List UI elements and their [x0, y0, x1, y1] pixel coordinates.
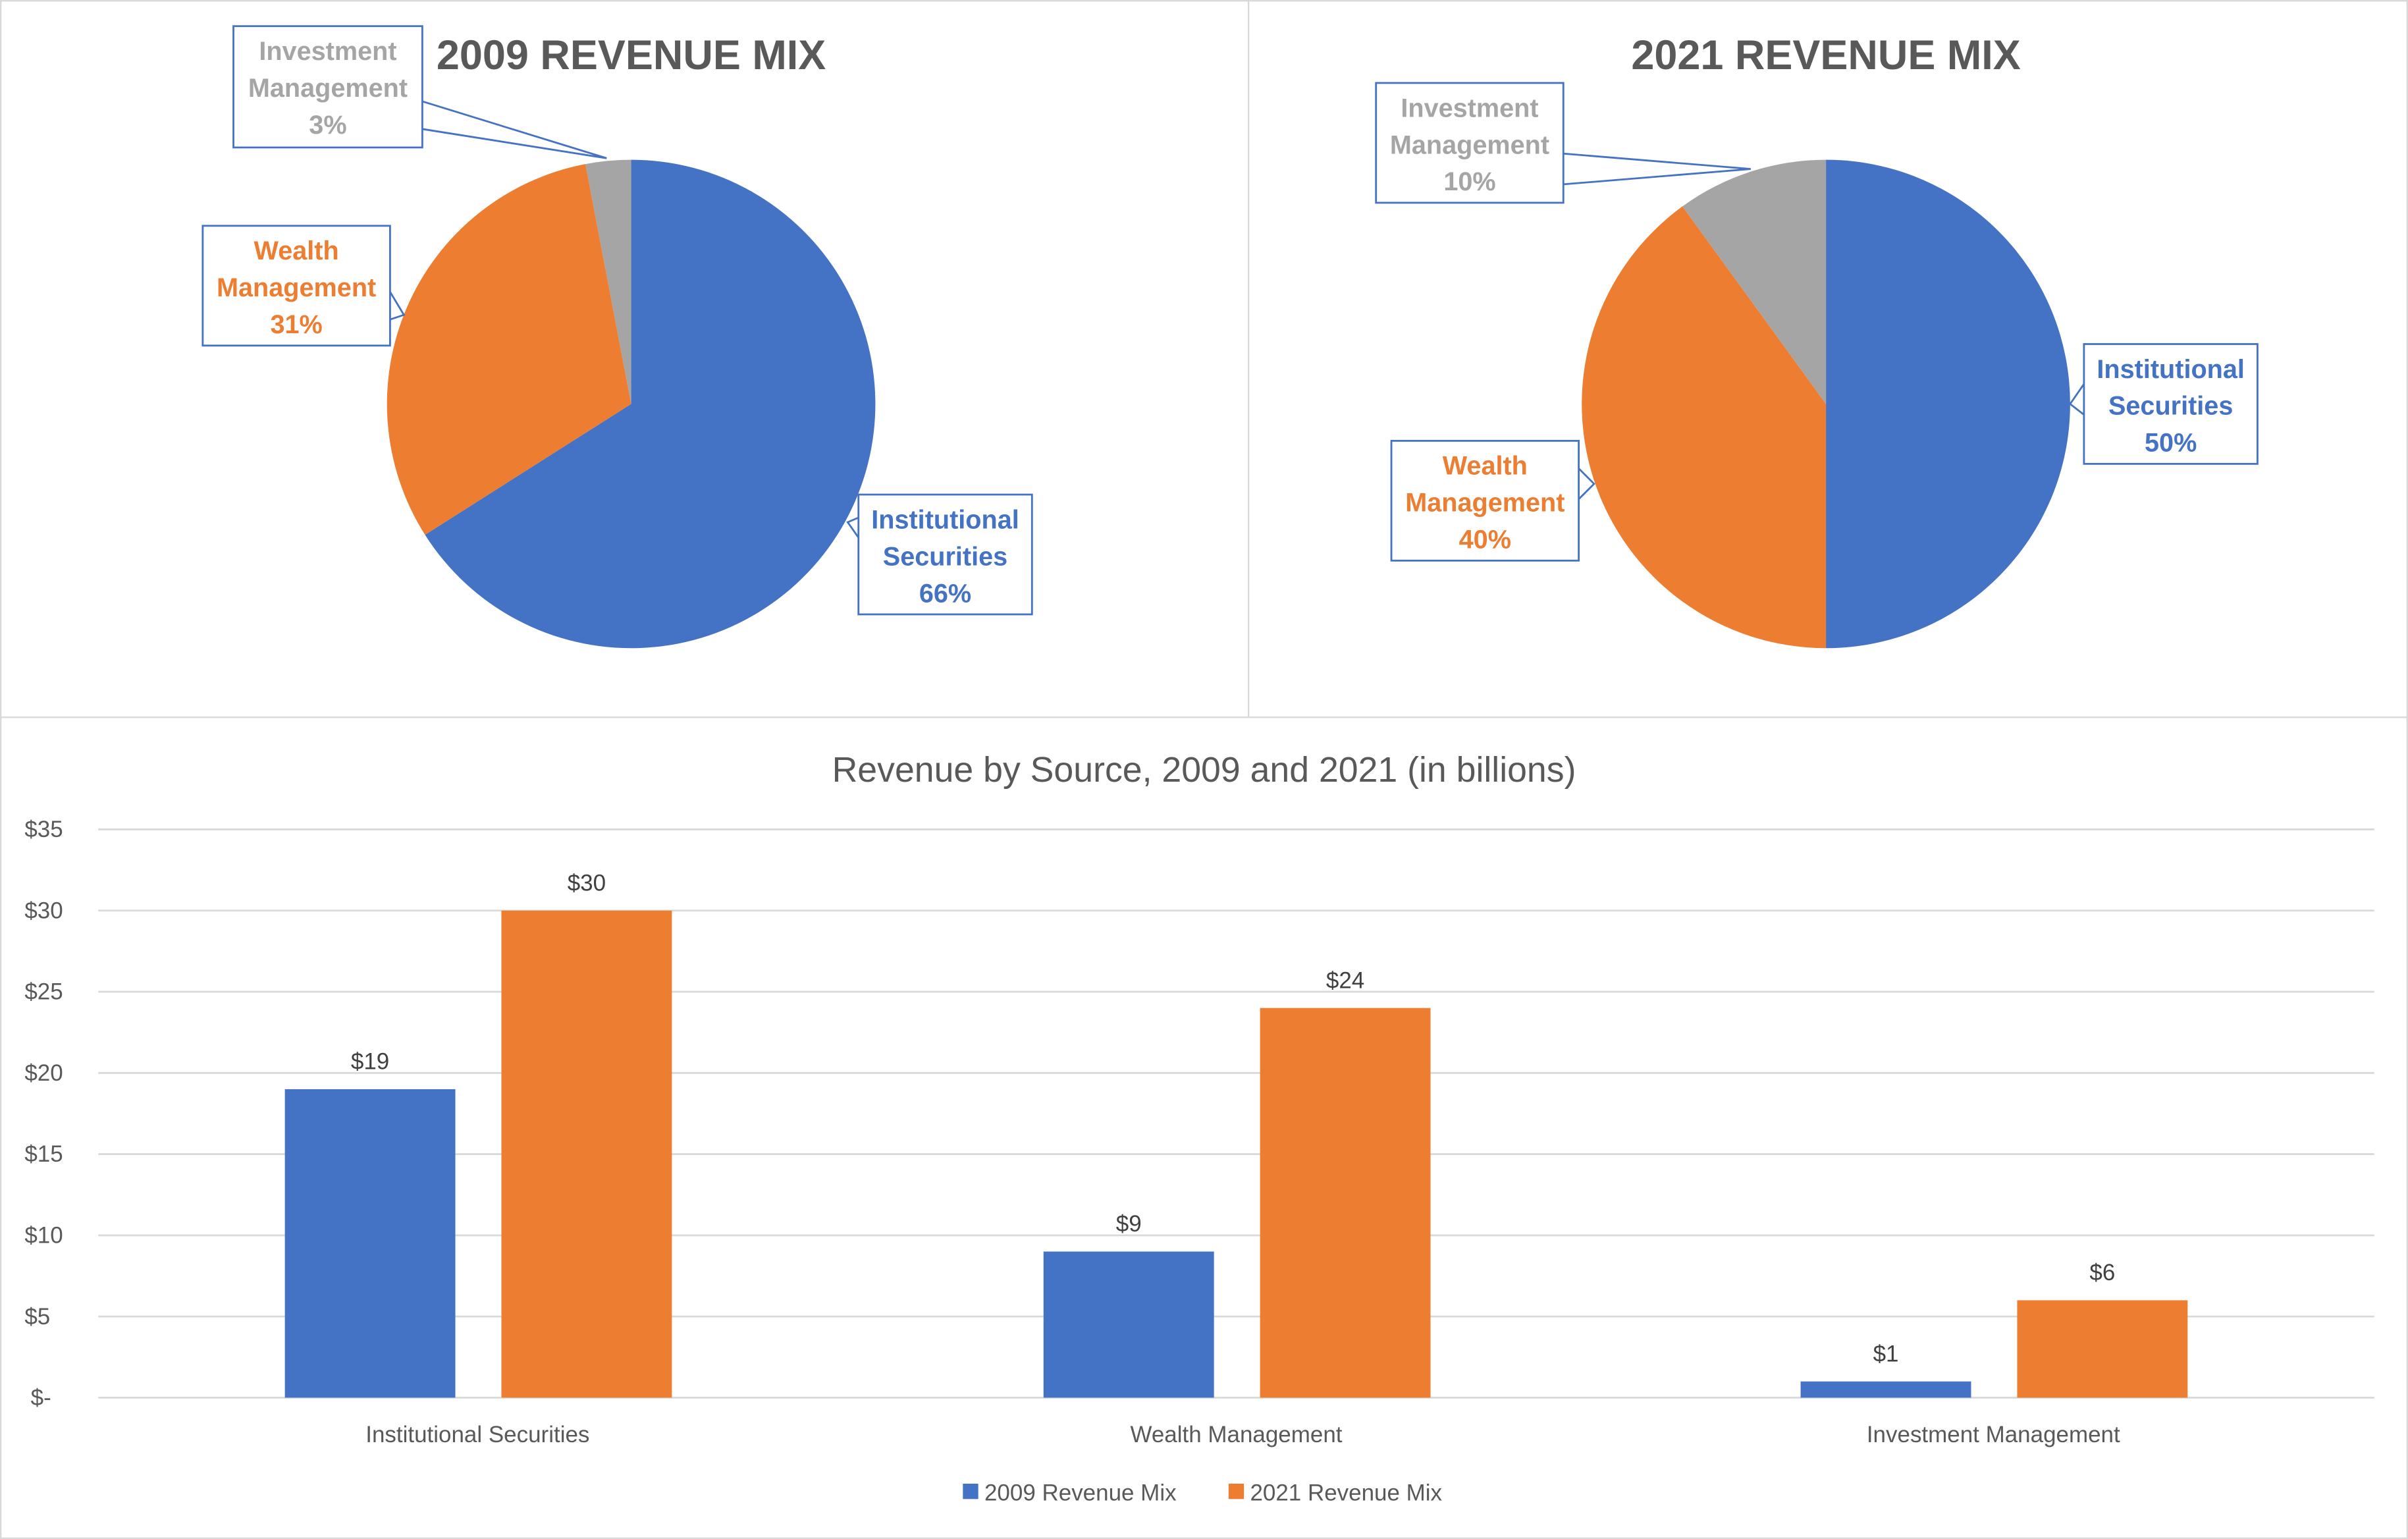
- legend-swatch-2021: [1228, 1484, 1244, 1499]
- pie-slice-investment-management: [585, 159, 631, 404]
- label-name: Institutional: [871, 505, 1019, 534]
- x-tick-label: Institutional Securities: [365, 1422, 589, 1447]
- data-label: $9: [1116, 1211, 1142, 1237]
- legend-label: 2021 Revenue Mix: [1250, 1480, 1442, 1506]
- pie-slice-investment-management: [1682, 159, 1827, 404]
- leader-line: [1578, 468, 1595, 500]
- bar-2021-investment-management: [2017, 1300, 2188, 1398]
- y-tick-label: $30: [24, 898, 63, 923]
- label-box: [1375, 82, 1565, 204]
- bar-2009-institutional-securities: [284, 1089, 456, 1398]
- bar-chart: Revenue by Source, 2009 and 2021 (in bil…: [24, 750, 2374, 1506]
- y-tick-label: $-: [31, 1385, 51, 1411]
- legend-label: 2009 Revenue Mix: [984, 1480, 1177, 1506]
- data-label: $6: [2089, 1260, 2115, 1285]
- data-label: $1: [1873, 1341, 1899, 1366]
- label-name: Wealth: [1443, 452, 1528, 481]
- label-percent: 31%: [270, 310, 322, 339]
- label-name: Management: [217, 273, 376, 302]
- data-label-wealth-management: Wealth Management 40%: [1390, 439, 1595, 562]
- legend: 2009 Revenue Mix 2021 Revenue Mix: [963, 1480, 1443, 1506]
- data-label: $24: [1326, 967, 1364, 993]
- data-label-institutional-securities: Institutional Securities 50%: [2068, 343, 2259, 465]
- y-tick-label: $35: [24, 817, 63, 842]
- data-label-investment-management: Investment Management 3%: [232, 25, 607, 159]
- data-label: $19: [351, 1049, 389, 1075]
- pie-slice-institutional-securities: [425, 159, 876, 649]
- bar-2021-wealth-management: [1260, 1008, 1431, 1398]
- legend-swatch-2009: [963, 1484, 978, 1499]
- y-tick-label: $25: [24, 979, 63, 1005]
- label-box: [857, 493, 1033, 616]
- data-label-institutional-securities: Institutional Securities 66%: [846, 493, 1033, 616]
- label-name: Institutional: [2097, 355, 2245, 384]
- leader-line: [421, 100, 607, 159]
- leader-line: [389, 291, 406, 321]
- label-name: Management: [248, 74, 408, 103]
- label-percent: 50%: [2145, 429, 2197, 458]
- label-name: Management: [1405, 489, 1565, 518]
- bar-2009-investment-management: [1800, 1381, 1971, 1398]
- x-tick-label: Wealth Management: [1130, 1422, 1342, 1447]
- pie-slice-wealth-management: [1582, 206, 1827, 649]
- data-label-investment-management: Investment Management 10%: [1375, 82, 1751, 204]
- y-tick-label: $10: [24, 1223, 63, 1249]
- label-box: [232, 25, 423, 149]
- chart-title: Revenue by Source, 2009 and 2021 (in bil…: [832, 750, 1576, 790]
- leader-line: [846, 516, 859, 539]
- label-name: Management: [1390, 130, 1549, 159]
- x-tick-label: Investment Management: [1867, 1422, 2120, 1447]
- label-name: Securities: [2108, 392, 2233, 421]
- label-percent: 66%: [919, 579, 971, 608]
- chart-title: 2021 REVENUE MIX: [1631, 32, 2020, 78]
- pie-chart-2009: 2009 REVENUE MIX: [387, 32, 876, 649]
- leader-line: [2068, 383, 2085, 416]
- label-percent: 10%: [1443, 167, 1495, 196]
- label-name: Investment: [1401, 94, 1538, 122]
- label-name: Wealth: [254, 236, 339, 265]
- data-label-wealth-management: Wealth Management 31%: [201, 225, 406, 347]
- leader-line: [1563, 152, 1751, 186]
- label-box: [2083, 343, 2259, 465]
- label-box: [201, 225, 391, 347]
- y-tick-label: $20: [24, 1060, 63, 1086]
- pie-slice-wealth-management: [387, 164, 631, 535]
- bar-2021-institutional-securities: [501, 910, 672, 1398]
- label-percent: 3%: [309, 111, 346, 140]
- label-box: [1390, 439, 1580, 562]
- pie-chart-2021: 2021 REVENUE MIX: [1582, 32, 2070, 649]
- y-tick-label: $5: [24, 1304, 50, 1330]
- chart-title: 2009 REVENUE MIX: [437, 32, 826, 78]
- y-tick-label: $15: [24, 1141, 63, 1167]
- label-name: Securities: [883, 542, 1007, 571]
- pie-slice-institutional-securities: [1826, 159, 2070, 649]
- label-name: Investment: [259, 37, 396, 66]
- bar-2009-wealth-management: [1043, 1251, 1214, 1398]
- label-percent: 40%: [1459, 526, 1511, 554]
- data-label: $30: [568, 870, 606, 896]
